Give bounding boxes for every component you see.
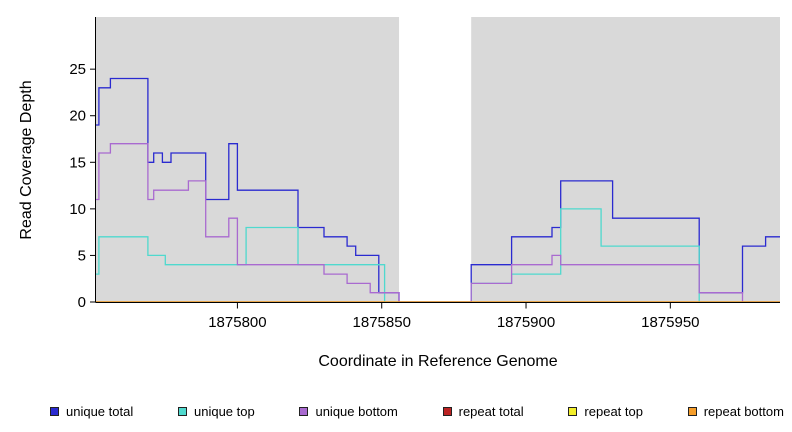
y-tick-label: 15 [69, 154, 86, 171]
x-tick-label: 1875800 [208, 314, 266, 331]
series-unique-total [96, 77, 780, 303]
legend: unique total unique top unique bottom re… [50, 400, 784, 422]
legend-item-unique-total: unique total [50, 404, 133, 419]
y-tick-label: 0 [78, 294, 86, 311]
x-tick-label: 1875950 [641, 314, 699, 331]
legend-label-repeat-top: repeat top [584, 403, 643, 419]
legend-label-unique-bottom: unique bottom [315, 403, 398, 419]
y-tick-label: 5 [78, 247, 86, 264]
series-unique-bottom [96, 143, 780, 303]
x-tick-label: 1875900 [497, 314, 555, 331]
y-tick-label: 10 [69, 201, 86, 218]
legend-swatch-repeat-total [442, 406, 452, 416]
legend-item-repeat-total: repeat total [442, 403, 524, 419]
legend-label-unique-top: unique top [193, 403, 255, 419]
legend-item-repeat-top: repeat top [568, 404, 643, 419]
y-tick-label: 20 [69, 108, 86, 125]
y-tick-label: 25 [69, 61, 86, 78]
legend-label-unique-total: unique total [66, 403, 134, 419]
legend-label-repeat-bottom: repeat bottom [703, 403, 784, 419]
x-axis-label: Coordinate in Reference Genome [318, 353, 558, 370]
legend-label-repeat-total: repeat total [458, 403, 524, 419]
legend-item-repeat-bottom: repeat bottom [687, 403, 784, 419]
uncovered-region [399, 17, 472, 302]
x-tick-label: 1875850 [353, 314, 411, 331]
y-axis-label: Read Coverage Depth [18, 80, 35, 240]
legend-swatch-unique-total [50, 406, 59, 416]
legend-swatch-repeat-top [568, 406, 578, 416]
legend-swatch-unique-bottom [299, 406, 309, 416]
legend-item-unique-top: unique top [177, 403, 255, 419]
legend-swatch-repeat-bottom [687, 406, 697, 416]
legend-item-unique-bottom: unique bottom [299, 403, 398, 419]
series-unique-top [96, 208, 780, 303]
legend-swatch-unique-top [177, 406, 187, 416]
